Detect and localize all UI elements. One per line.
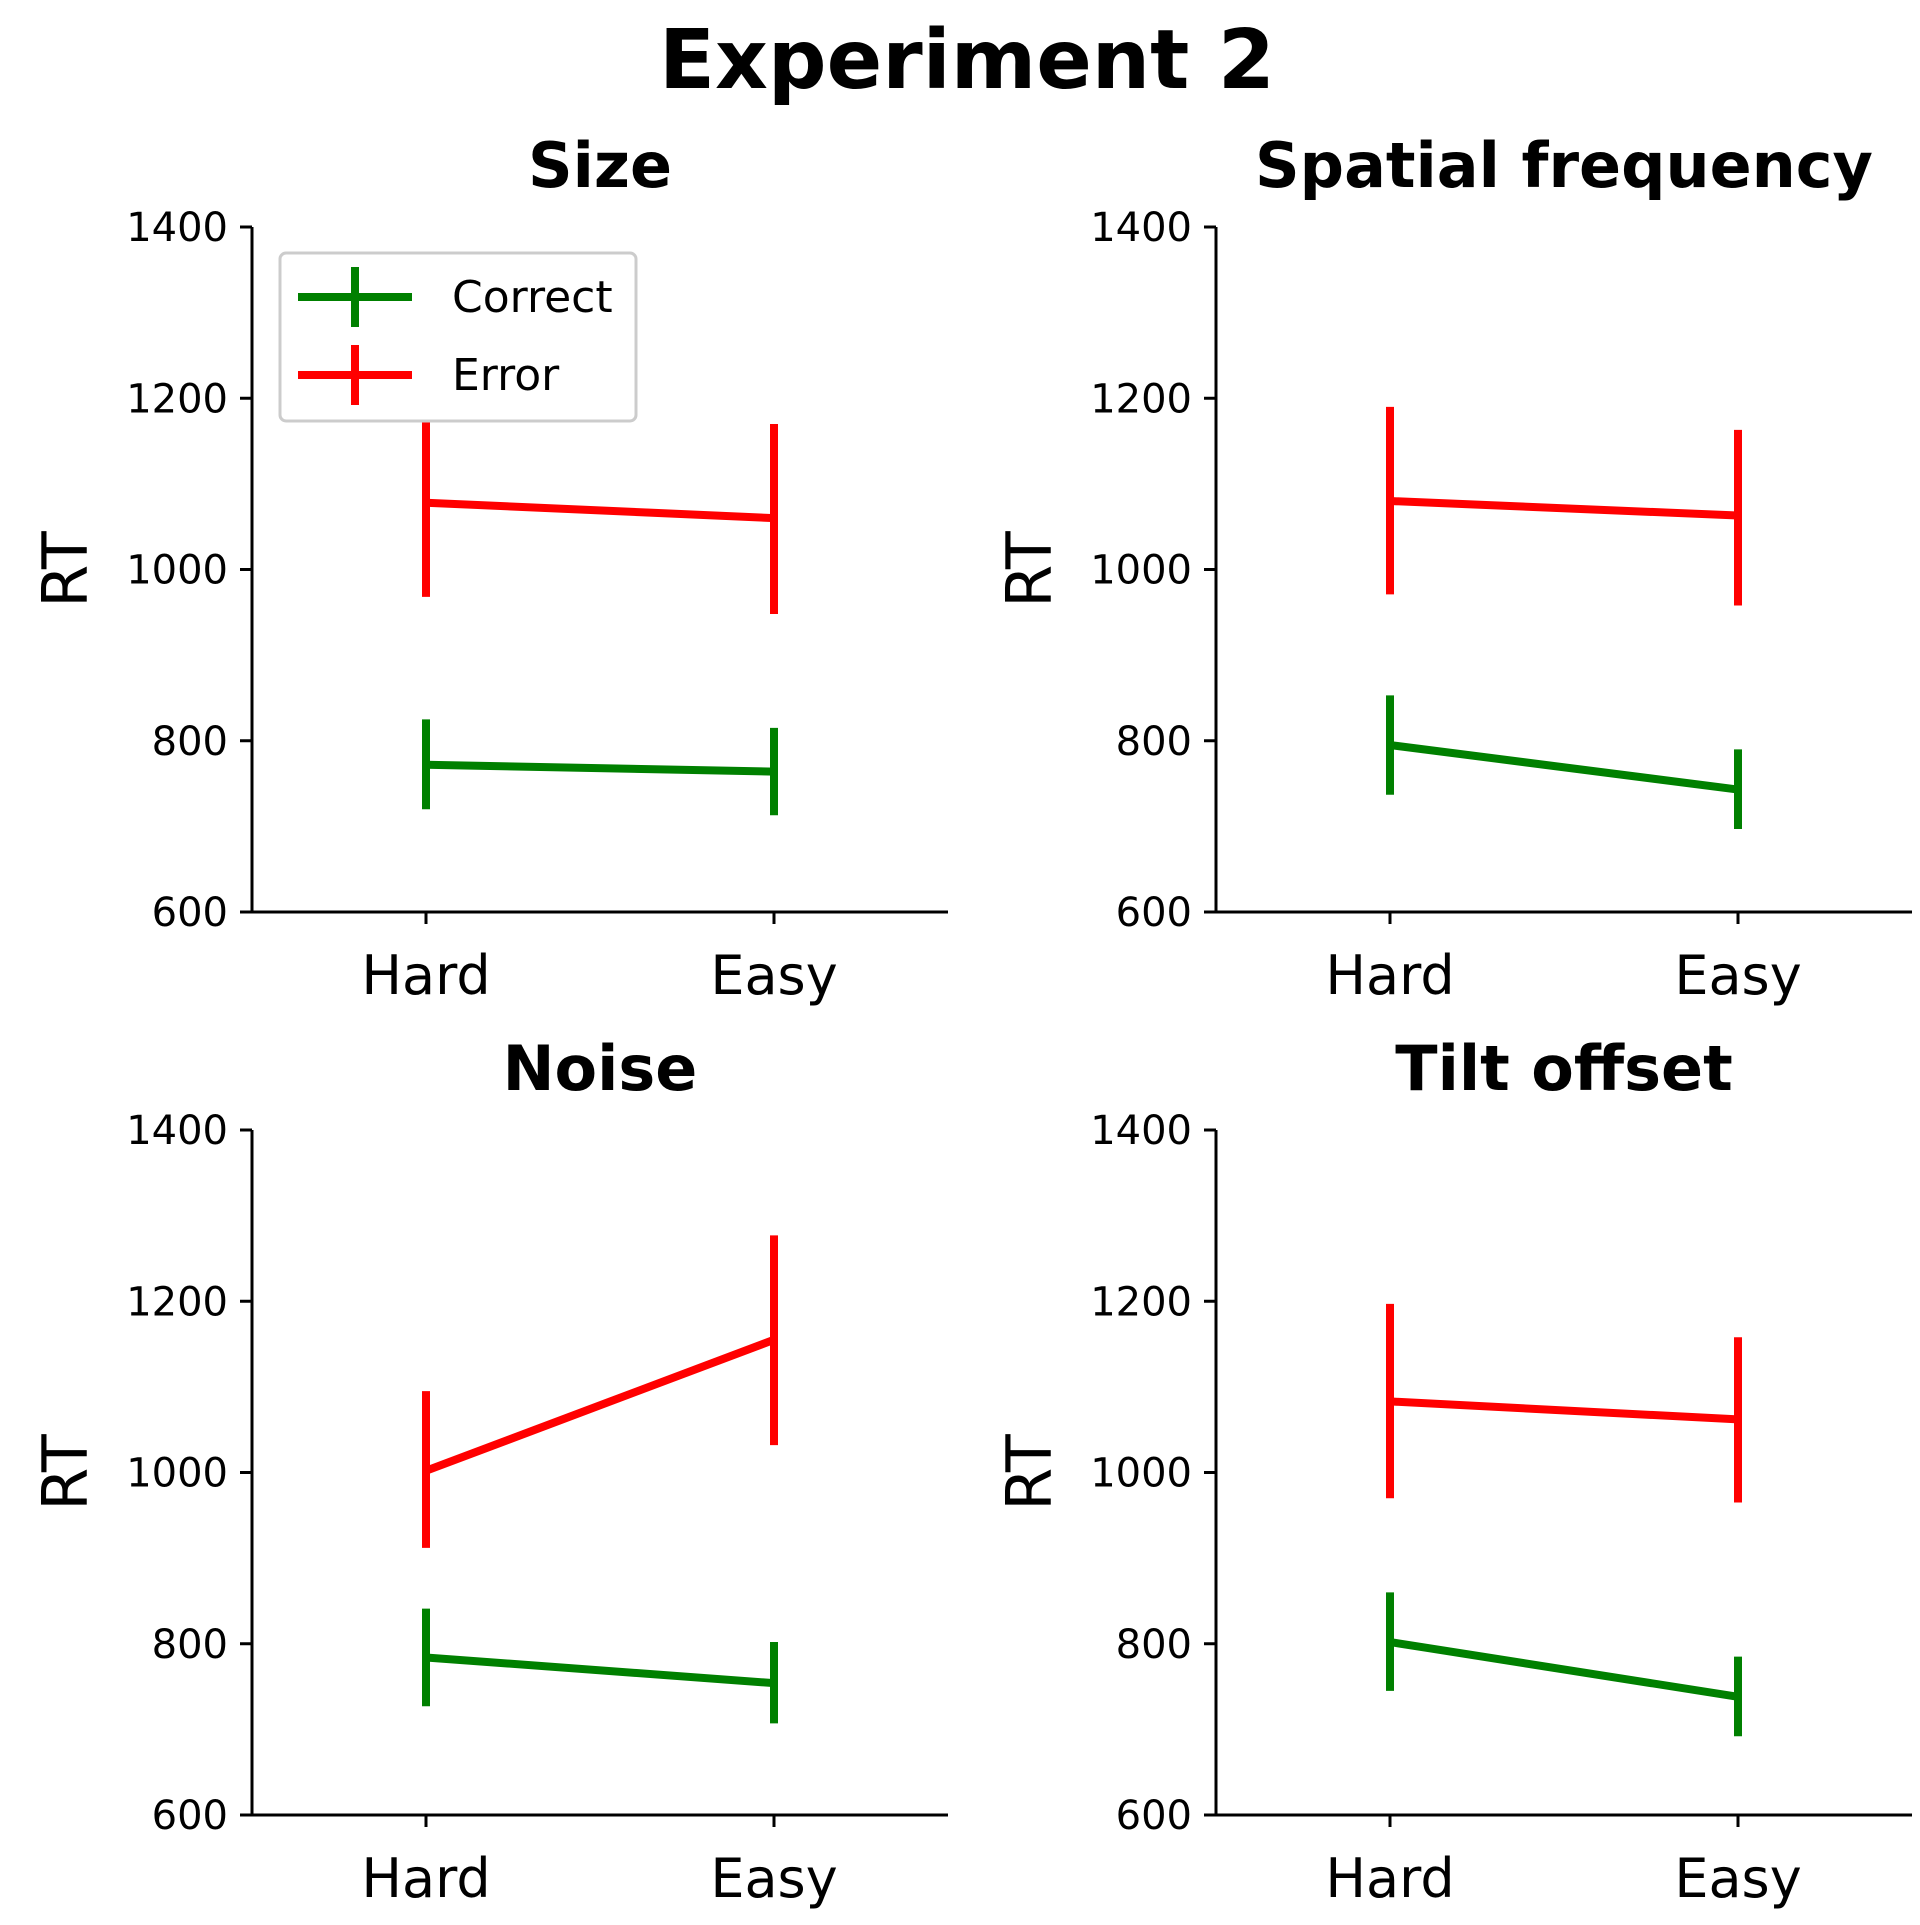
series-line (1390, 1642, 1738, 1697)
x-tick-label: Easy (1674, 1847, 1801, 1910)
y-axis-label: RT (993, 530, 1066, 608)
y-axis-label: RT (993, 1433, 1066, 1511)
y-axis-label: RT (29, 1433, 102, 1511)
y-axis-label: RT (29, 530, 102, 608)
y-tick-label: 1000 (1090, 1451, 1192, 1497)
panel-2: Noise 600 800 1000 1200 1400 Hard Easy RT (29, 1032, 948, 1910)
panel-title: Spatial frequency (1255, 129, 1873, 202)
series-correct (1390, 1592, 1738, 1736)
panel-3: Tilt offset 600 800 1000 1200 1400 Hard Easy RT (993, 1032, 1912, 1910)
series-line (1390, 1401, 1738, 1419)
series-correct (1390, 695, 1738, 829)
series-error (1390, 1304, 1738, 1503)
series-line (1390, 501, 1738, 516)
y-tick-label: 800 (1116, 719, 1192, 765)
y-tick-label: 1400 (126, 1108, 228, 1154)
series-error (1390, 407, 1738, 606)
figure-title: Experiment 2 (659, 13, 1275, 108)
y-tick-label: 600 (1116, 890, 1192, 936)
series-correct (426, 1609, 774, 1724)
y-tick-label: 1400 (126, 205, 228, 251)
y-tick-label: 600 (152, 890, 228, 936)
y-tick-label: 1000 (1090, 548, 1192, 594)
y-tick-label: 1000 (126, 548, 228, 594)
y-tick-label: 800 (1116, 1622, 1192, 1668)
panel-title: Noise (503, 1032, 698, 1105)
y-tick-label: 1200 (1090, 376, 1192, 422)
legend-label: Correct (452, 272, 613, 323)
series-line (426, 503, 774, 518)
series-line (1390, 745, 1738, 790)
series-line (426, 1657, 774, 1683)
series-line (426, 765, 774, 772)
x-tick-label: Easy (1674, 944, 1801, 1007)
panel-title: Tilt offset (1395, 1032, 1732, 1105)
y-tick-label: 600 (1116, 1793, 1192, 1839)
y-tick-label: 1400 (1090, 1108, 1192, 1154)
panel-title: Size (528, 129, 672, 202)
x-tick-label: Easy (710, 1847, 837, 1910)
series-error (426, 407, 774, 614)
y-tick-label: 1200 (1090, 1279, 1192, 1325)
panel-0: Size 600 800 1000 1200 1400 Hard Easy RT Correct E… (29, 129, 948, 1007)
legend: Correct Error (280, 253, 636, 421)
series-error (426, 1235, 774, 1548)
x-tick-label: Hard (1325, 944, 1454, 1007)
series-correct (426, 719, 774, 815)
y-tick-label: 1200 (126, 1279, 228, 1325)
x-tick-label: Hard (1325, 1847, 1454, 1910)
legend-label: Error (452, 350, 560, 401)
x-tick-label: Hard (361, 1847, 490, 1910)
y-tick-label: 800 (152, 719, 228, 765)
x-tick-label: Hard (361, 944, 490, 1007)
x-tick-label: Easy (710, 944, 837, 1007)
y-tick-label: 1400 (1090, 205, 1192, 251)
series-line (426, 1340, 774, 1471)
y-tick-label: 1000 (126, 1451, 228, 1497)
panel-1: Spatial frequency 600 800 1000 1200 1400 Hard E… (993, 129, 1912, 1007)
y-tick-label: 1200 (126, 376, 228, 422)
y-tick-label: 600 (152, 1793, 228, 1839)
y-tick-label: 800 (152, 1622, 228, 1668)
